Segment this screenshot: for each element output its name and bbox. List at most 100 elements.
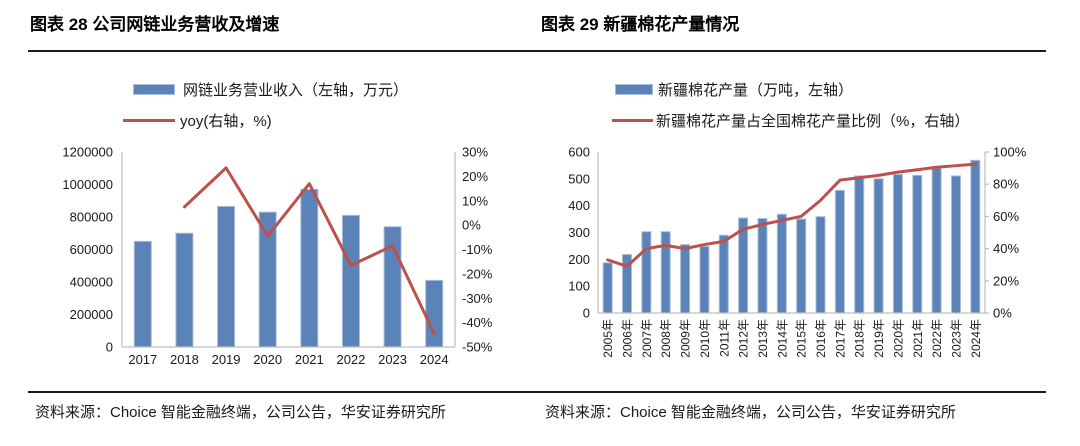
left-axis-tick-label: 1200000 [62,145,113,160]
left-axis-tick-label: 200 [568,252,590,267]
right-axis-tick-label: -20% [462,266,493,281]
right-axis-tick-label: 80% [993,177,1019,192]
left-axis-tick-label: 200000 [70,307,113,322]
legend-line-row: 新疆棉花产量占全国棉花产量比例（%，右轴） [612,110,969,131]
line-legend-swatch [612,119,653,122]
legend-bar-row: 网链业务营业收入（左轴，万元） [133,79,408,100]
bar [680,244,691,314]
chart-cotton-output: 0 100 200 300 400 500 600 0% 20% 40% 60% 80% 100% 200… [540,138,1080,388]
source-note-right: 资料来源：Choice 智能金融终端，公司公告，华安证券研究所 [545,404,956,421]
left-axis-tick-label: 600 [568,145,590,160]
bar-legend-label: 新疆棉花产量（万吨，左轴） [658,82,854,99]
bar [133,240,152,348]
left-axis-tick-label: 0 [583,306,590,321]
chart-svg: 0 200000 400000 600000 800000 1000000 1200000 -… [62,145,493,368]
x-axis-category-label: 2021 [295,352,324,367]
panel-right: 图表 29 新疆棉花产量情况 新疆棉花产量（万吨，左轴） 新疆棉花产量占全国棉花… [540,0,1080,446]
left-axis-tick-label: 1000000 [62,177,113,192]
line-legend-label: 新疆棉花产量占全国棉花产量比例（%，右轴） [656,113,970,130]
bar [341,214,360,348]
x-axis-category-label: 2023年 [949,319,963,358]
right-axis-tick-label: 30% [462,145,488,160]
x-axis-category-label: 2020年 [891,319,905,358]
chart-revenue-yoy: 0 200000 400000 600000 800000 1000000 1200000 -… [0,138,540,388]
left-axis-tick-label: 400 [568,198,590,213]
bar [834,189,845,314]
x-axis-category-label: 2019 [212,352,241,367]
x-axis-category-label: 2019年 [872,319,886,358]
bar [892,174,903,314]
x-axis-category-label: 2013年 [756,319,770,358]
bar [217,205,236,348]
left-axis-tick-label: 600000 [70,242,113,257]
right-axis-tick-label: 20% [462,169,488,184]
x-axis-category-label: 2018年 [853,319,867,358]
right-axis-tick-label: -10% [462,242,493,257]
right-axis-tick-label: 20% [993,273,1019,288]
bar [699,245,710,314]
legend-bar-row: 新疆棉花产量（万吨，左轴） [615,79,853,100]
line-legend-swatch [123,119,175,122]
x-axis-category-label: 2017 [128,352,157,367]
x-axis-category-label: 2023 [378,352,407,367]
right-axis-tick-label: -50% [462,340,493,355]
line-legend-label: yoy(右轴，%) [180,113,272,130]
x-axis-category-label: 2011年 [717,319,731,357]
right-axis-tick-label: 0% [993,306,1012,321]
x-axis-category-label: 2024 [420,352,449,367]
bar [300,188,319,348]
left-axis-tick-label: 100 [568,279,590,294]
right-axis-tick-label: 10% [462,193,488,208]
left-axis-tick-label: 400000 [70,275,113,290]
x-axis-category-label: 2006年 [621,319,635,358]
source-note-left: 资料来源：Choice 智能金融终端，公司公告，华安证券研究所 [35,404,446,421]
bar-legend-swatch [615,84,653,95]
x-axis-category-label: 2008年 [659,319,673,358]
x-axis-category-label: 2017年 [833,319,847,358]
x-axis-category-label: 2024年 [969,319,983,358]
panel-left: 图表 28 公司网链业务营收及增速 网链业务营业收入（左轴，万元） yoy(右轴… [0,15,540,421]
bar [757,218,768,314]
bar [258,211,277,348]
left-axis-tick-label: 0 [106,340,113,355]
x-axis-category-label: 2016年 [814,319,828,358]
bar [641,231,652,314]
chart-svg: 0 100 200 300 400 500 600 0% 20% 40% 60% 80% 100% 200… [568,145,1027,358]
bar [815,216,826,314]
bar-legend-label: 网链业务营业收入（左轴，万元） [183,82,409,99]
x-axis-category-label: 2018 [170,352,199,367]
bar [912,174,923,314]
trend-line [182,166,436,336]
bar [776,213,787,314]
bar [796,218,807,314]
bar [718,234,729,314]
right-axis-tick-label: 0% [462,218,481,233]
figure-29-title: 图表 29 新疆棉花产量情况 [541,15,740,34]
x-axis-category-label: 2010年 [698,319,712,358]
bar [854,175,865,314]
left-axis-tick-label: 300 [568,225,590,240]
bar [970,159,981,314]
bar [602,262,613,314]
left-axis-tick-label: 800000 [70,210,113,225]
x-axis-category-label: 2014年 [775,319,789,358]
x-axis-category-label: 2020 [253,352,282,367]
bar [950,175,961,314]
x-axis-category-label: 2015年 [795,319,809,358]
top-divider [28,50,1046,52]
x-axis-category-label: 2012年 [737,319,751,358]
legend-line-row: yoy(右轴，%) [123,110,272,131]
right-axis-tick-label: 40% [993,241,1019,256]
x-axis-category-label: 2009年 [679,319,693,358]
left-axis-tick-label: 500 [568,171,590,186]
trend-line [606,162,977,268]
bar [175,232,194,348]
right-axis-tick-label: 100% [993,145,1027,160]
x-axis-category-label: 2021年 [911,319,925,358]
bar [425,279,444,348]
bar [931,167,942,314]
x-axis-category-label: 2022 [336,352,365,367]
right-axis-tick-label: -30% [462,291,493,306]
right-axis-tick-label: -40% [462,315,493,330]
